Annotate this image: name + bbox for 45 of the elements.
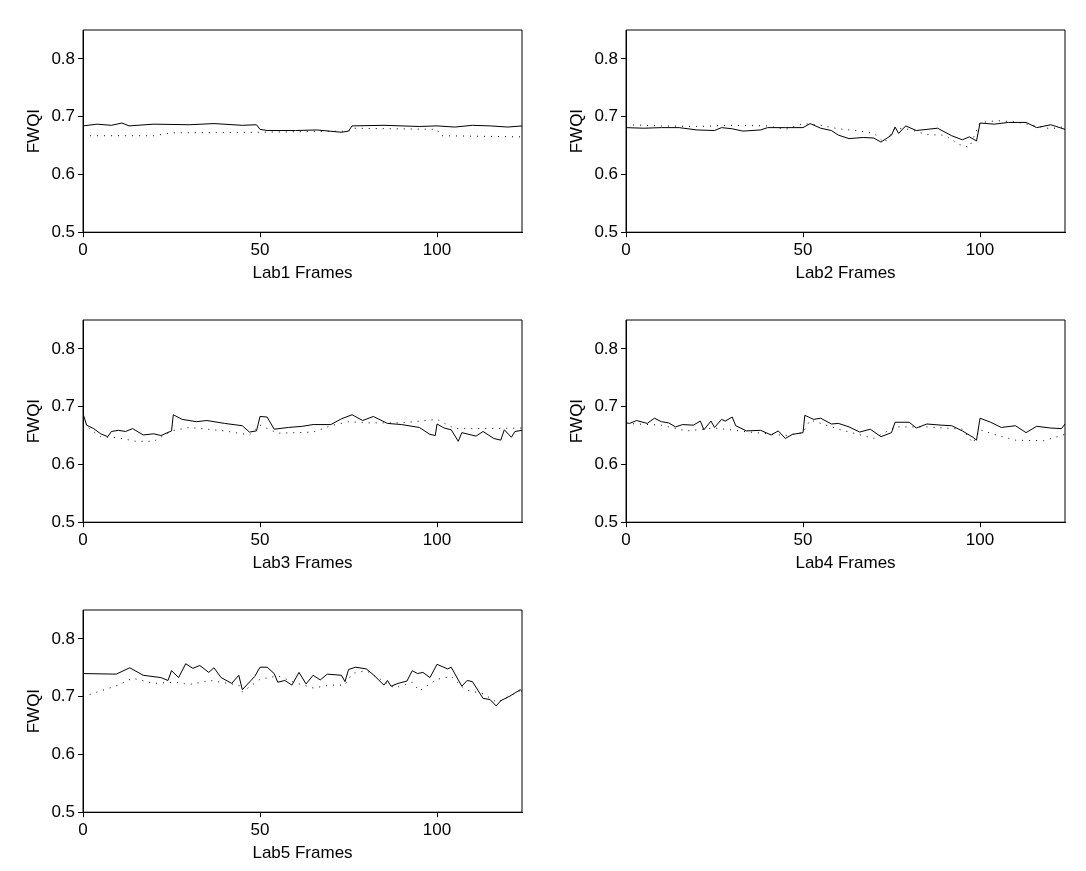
x-axis-title: Lab2 Frames (795, 263, 896, 283)
y-tick-label: 0.8 (51, 338, 76, 358)
y-tick-label: 0.6 (594, 164, 619, 184)
x-tick-label: 100 (965, 530, 995, 550)
x-tick-label: 0 (78, 530, 88, 550)
y-axis-title: FWQI (23, 688, 43, 734)
y-tick-label: 0.5 (51, 511, 76, 531)
y-tick-label: 0.6 (51, 454, 76, 474)
y-axis-title: FWQI (566, 398, 586, 444)
y-tick-label: 0.8 (51, 628, 76, 648)
y-tick-label: 0.7 (594, 396, 619, 416)
y-tick-label: 0.8 (594, 48, 619, 68)
y-tick-label: 0.5 (594, 221, 619, 241)
y-tick-label: 0.7 (51, 686, 76, 706)
x-axis-title: Lab4 Frames (795, 553, 896, 573)
y-tick-label: 0.7 (51, 106, 76, 126)
x-tick-label: 50 (793, 240, 813, 260)
y-tick-label: 0.8 (594, 338, 619, 358)
x-tick-label: 50 (250, 530, 270, 550)
y-axis-title: FWQI (23, 398, 43, 444)
x-tick-label: 0 (621, 240, 631, 260)
x-tick-label: 0 (621, 530, 631, 550)
y-tick-label: 0.6 (594, 454, 619, 474)
x-axis-title: Lab1 Frames (252, 263, 353, 283)
x-tick-label: 100 (965, 240, 995, 260)
x-tick-label: 50 (250, 820, 270, 840)
x-tick-label: 100 (422, 240, 452, 260)
x-tick-label: 0 (78, 240, 88, 260)
y-axis-title: FWQI (23, 108, 43, 154)
y-tick-label: 0.6 (51, 744, 76, 764)
y-tick-label: 0.7 (594, 106, 619, 126)
x-tick-label: 0 (78, 820, 88, 840)
x-axis-title: Lab5 Frames (252, 843, 353, 863)
y-tick-label: 0.8 (51, 48, 76, 68)
x-axis-title: Lab3 Frames (252, 553, 353, 573)
x-tick-label: 100 (422, 530, 452, 550)
x-tick-label: 100 (422, 820, 452, 840)
y-tick-label: 0.7 (51, 396, 76, 416)
y-axis-title: FWQI (566, 108, 586, 154)
x-tick-label: 50 (250, 240, 270, 260)
y-tick-label: 0.5 (594, 511, 619, 531)
y-tick-label: 0.6 (51, 164, 76, 184)
y-tick-label: 0.5 (51, 801, 76, 821)
y-tick-label: 0.5 (51, 221, 76, 241)
x-tick-label: 50 (793, 530, 813, 550)
